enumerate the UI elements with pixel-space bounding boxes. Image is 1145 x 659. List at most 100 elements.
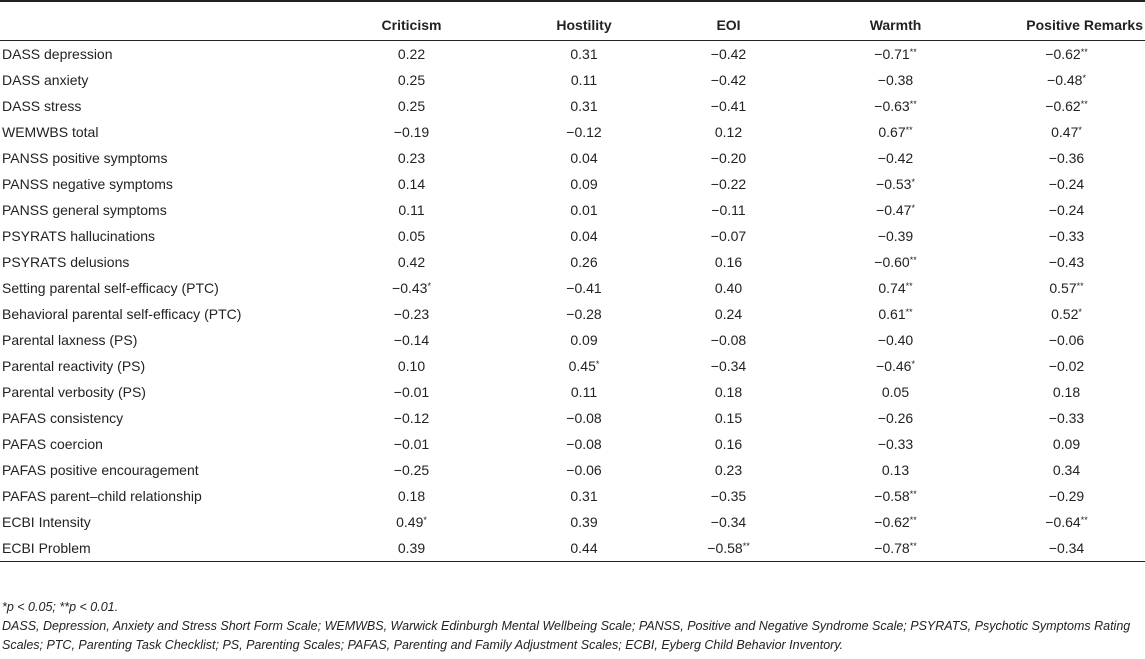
significance-marker: * bbox=[911, 203, 915, 213]
column-header-eoi: EOI bbox=[716, 17, 741, 33]
correlation-table: Criticism Hostility EOI Warmth Positive … bbox=[0, 10, 1145, 562]
cell-hostility: 0.39 bbox=[499, 509, 639, 535]
cell-criticism: 0.10 bbox=[294, 353, 499, 379]
column-header-criticism: Criticism bbox=[381, 17, 442, 33]
significance-marker: * bbox=[911, 177, 915, 187]
correlation-value: 0.12 bbox=[714, 124, 743, 140]
row-label: Parental verbosity (PS) bbox=[2, 384, 146, 400]
correlation-value: −0.71 bbox=[874, 46, 910, 62]
table-row: PAFAS parent–child relationship 0.18 0.31 −… bbox=[0, 483, 1145, 509]
correlation-value: −0.60 bbox=[874, 254, 910, 270]
correlation-value: −0.34 bbox=[710, 358, 747, 374]
correlation-value: 0.26 bbox=[570, 254, 598, 270]
correlation-value: 0.13 bbox=[881, 462, 910, 478]
cell-positive-remarks: −0.43 bbox=[958, 249, 1145, 275]
correlation-value: −0.08 bbox=[566, 410, 602, 426]
correlation-value: −0.25 bbox=[393, 462, 430, 478]
cell-eoi: 0.16 bbox=[639, 249, 783, 275]
cell-eoi: −0.20 bbox=[639, 145, 783, 171]
row-label: Setting parental self-efficacy (PTC) bbox=[2, 280, 219, 296]
cell-criticism: 0.05 bbox=[294, 223, 499, 249]
cell-positive-remarks: −0.29 bbox=[958, 483, 1145, 509]
cell-positive-remarks: 0.47* bbox=[958, 119, 1145, 145]
table-row: Parental laxness (PS) −0.14 0.09 −0.08 −0.40… bbox=[0, 327, 1145, 353]
row-label: PSYRATS hallucinations bbox=[2, 228, 156, 244]
cell-warmth: −0.47* bbox=[783, 197, 958, 223]
cell-hostility: −0.28 bbox=[499, 301, 639, 327]
significance-marker: ** bbox=[909, 47, 917, 57]
correlation-value: −0.12 bbox=[393, 410, 430, 426]
significance-marker: * bbox=[595, 359, 600, 369]
correlation-value: 0.01 bbox=[570, 202, 598, 218]
correlation-value: 0.40 bbox=[714, 280, 743, 296]
correlation-value: −0.34 bbox=[710, 514, 747, 530]
correlation-value: −0.62 bbox=[874, 514, 910, 530]
significance-marker: ** bbox=[909, 541, 917, 551]
cell-criticism: 0.22 bbox=[294, 41, 499, 68]
correlation-value: 0.49 bbox=[396, 514, 424, 530]
cell-hostility: 0.01 bbox=[499, 197, 639, 223]
cell-criticism: 0.14 bbox=[294, 171, 499, 197]
correlation-value: 0.42 bbox=[397, 254, 426, 270]
cell-criticism: 0.11 bbox=[294, 197, 499, 223]
cell-positive-remarks: −0.02 bbox=[958, 353, 1145, 379]
cell-positive-remarks: −0.36 bbox=[958, 145, 1145, 171]
table-row: PAFAS consistency −0.12 −0.08 0.15 −0.26 −0.3… bbox=[0, 405, 1145, 431]
cell-eoi: −0.58** bbox=[639, 535, 783, 562]
cell-eoi: −0.41 bbox=[639, 93, 783, 119]
column-header-positive-remarks: Positive Remarks bbox=[1026, 17, 1143, 33]
correlation-value: −0.48 bbox=[1047, 72, 1083, 88]
cell-warmth: −0.46* bbox=[783, 353, 958, 379]
cell-positive-remarks: 0.52* bbox=[958, 301, 1145, 327]
correlation-value: −0.20 bbox=[710, 150, 747, 166]
significance-marker: * bbox=[911, 359, 915, 369]
table-row: Parental verbosity (PS) −0.01 0.11 0.18 0.05… bbox=[0, 379, 1145, 405]
correlation-value: 0.04 bbox=[570, 228, 598, 244]
cell-hostility: 0.31 bbox=[499, 41, 639, 68]
correlation-value: 0.22 bbox=[397, 46, 426, 62]
cell-hostility: −0.08 bbox=[499, 405, 639, 431]
correlation-value: 0.25 bbox=[397, 98, 426, 114]
cell-criticism: 0.18 bbox=[294, 483, 499, 509]
correlation-value: −0.43 bbox=[392, 280, 428, 296]
correlation-value: −0.42 bbox=[877, 150, 914, 166]
significance-marker: ** bbox=[909, 489, 917, 499]
row-label: Behavioral parental self-efficacy (PTC) bbox=[2, 306, 242, 322]
cell-criticism: 0.49* bbox=[294, 509, 499, 535]
correlation-value: 0.14 bbox=[397, 176, 426, 192]
header-row: Criticism Hostility EOI Warmth Positive … bbox=[0, 10, 1145, 41]
cell-eoi: −0.42 bbox=[639, 67, 783, 93]
column-header-hostility: Hostility bbox=[556, 17, 612, 33]
significance-marker: ** bbox=[1080, 515, 1088, 525]
cell-criticism: −0.14 bbox=[294, 327, 499, 353]
significance-marker: ** bbox=[909, 99, 917, 109]
significance-marker: ** bbox=[909, 255, 917, 265]
correlation-value: 0.39 bbox=[397, 540, 426, 556]
significance-marker: * bbox=[423, 515, 427, 525]
cell-criticism: 0.42 bbox=[294, 249, 499, 275]
row-label: PANSS negative symptoms bbox=[2, 176, 173, 192]
table-body: DASS depression 0.22 0.31 −0.42 −0.71** −0.62… bbox=[0, 41, 1145, 562]
cell-criticism: −0.01 bbox=[294, 379, 499, 405]
cell-positive-remarks: −0.34 bbox=[958, 535, 1145, 562]
correlation-value: 0.74 bbox=[878, 280, 906, 296]
correlation-value: 0.05 bbox=[881, 384, 910, 400]
correlation-value: −0.06 bbox=[1048, 332, 1085, 348]
cell-warmth: −0.33 bbox=[783, 431, 958, 457]
correlation-value: −0.63 bbox=[874, 98, 910, 114]
table-row: PAFAS positive encouragement −0.25 −0.06 0.… bbox=[0, 457, 1145, 483]
correlation-value: −0.38 bbox=[877, 72, 914, 88]
correlation-value: 0.09 bbox=[1052, 436, 1081, 452]
cell-hostility: −0.41 bbox=[499, 275, 639, 301]
cell-eoi: 0.12 bbox=[639, 119, 783, 145]
row-label: PANSS general symptoms bbox=[2, 202, 167, 218]
cell-eoi: 0.16 bbox=[639, 431, 783, 457]
table-row: DASS stress 0.25 0.31 −0.41 −0.63** −0.62** bbox=[0, 93, 1145, 119]
correlation-value: 0.09 bbox=[570, 176, 598, 192]
correlation-value: 0.16 bbox=[714, 254, 743, 270]
cell-criticism: 0.23 bbox=[294, 145, 499, 171]
table-row: PANSS negative symptoms 0.14 0.09 −0.22 −0.5… bbox=[0, 171, 1145, 197]
cell-eoi: −0.42 bbox=[639, 41, 783, 68]
cell-positive-remarks: −0.06 bbox=[958, 327, 1145, 353]
correlation-value: −0.14 bbox=[393, 332, 430, 348]
